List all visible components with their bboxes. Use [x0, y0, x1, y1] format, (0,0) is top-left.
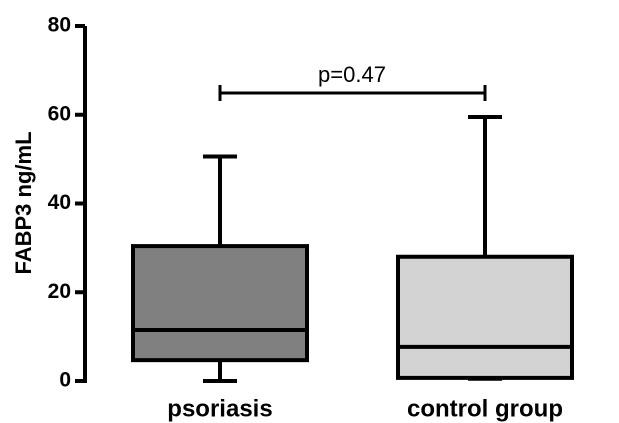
y-tick-label: 40: [48, 191, 71, 214]
y-tick-label: 60: [48, 102, 71, 125]
y-tick-label: 0: [59, 369, 71, 392]
y-tick-label: 20: [48, 280, 71, 303]
y-axis-label: FABP3 ng/mL: [11, 131, 36, 274]
x-tick-label: control group: [407, 395, 563, 422]
box: [131, 244, 309, 363]
box: [396, 254, 574, 380]
annotation: p=0.47: [318, 62, 386, 87]
x-tick-label: psoriasis: [167, 395, 272, 422]
y-tick-label: 80: [48, 14, 71, 37]
